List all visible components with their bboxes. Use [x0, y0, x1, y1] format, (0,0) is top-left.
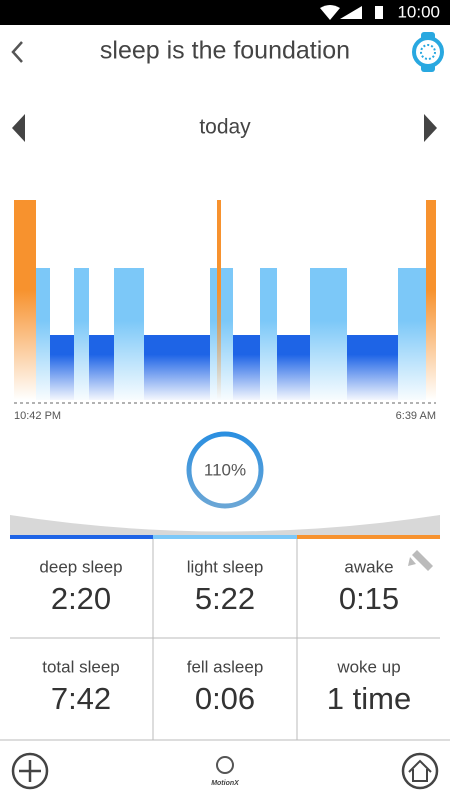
edit-icon[interactable]: [408, 550, 433, 571]
deep-bar: [10, 535, 153, 539]
stat-value: 1 time: [327, 681, 411, 716]
score-ring: [186, 431, 264, 509]
sleep-chart: [14, 200, 436, 400]
back-button[interactable]: [11, 41, 23, 63]
stat-label: total sleep: [42, 657, 120, 676]
home-button[interactable]: [401, 752, 439, 790]
watch-button[interactable]: [412, 32, 444, 72]
prev-day[interactable]: [12, 114, 25, 142]
signal-icon: [340, 6, 362, 19]
stat-value: 7:42: [51, 681, 111, 716]
stat-label: woke up: [336, 657, 400, 676]
wifi-icon: [320, 5, 340, 20]
brand-icon: [216, 756, 234, 774]
divider-curve: [10, 515, 440, 537]
next-day[interactable]: [424, 114, 437, 142]
date-label: today: [199, 116, 251, 139]
awake-bar: [297, 535, 440, 539]
score-label: 110%: [204, 460, 246, 479]
stat-label: light sleep: [187, 557, 264, 576]
stat-value: 0:06: [195, 681, 255, 716]
stat-label: fell asleep: [187, 657, 264, 676]
header-title: sleep is the foundation: [100, 37, 350, 65]
stats-grid: [0, 539, 450, 741]
end-time: 6:39 AM: [396, 410, 436, 422]
start-time: 10:42 PM: [14, 410, 61, 422]
stat-label: awake: [344, 557, 393, 576]
stat-value: 0:15: [339, 581, 399, 616]
battery-icon: [375, 6, 383, 19]
stats: deep sleep 2:20 light sleep 5:22 awake 0:15 to…: [39, 557, 411, 716]
light-bar: [153, 535, 297, 539]
brand-label: MotionX: [211, 780, 240, 787]
stat-label: deep sleep: [39, 557, 122, 576]
stat-value: 5:22: [195, 581, 255, 616]
stat-value: 2:20: [51, 581, 111, 616]
add-button[interactable]: [11, 752, 49, 790]
status-time: 10:00: [397, 2, 440, 21]
